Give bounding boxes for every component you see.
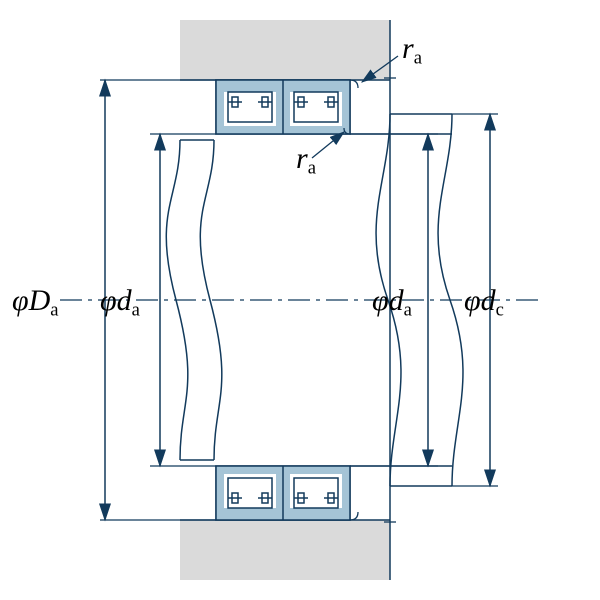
- dim-da-right-label: φda: [372, 284, 412, 322]
- ra-inner-label: ra: [296, 142, 316, 180]
- housing-bore: [180, 80, 390, 520]
- dim-da-left-label: φda: [100, 284, 140, 322]
- dim-dc-label: φdc: [464, 284, 504, 322]
- ra-outer-label: ra: [402, 32, 422, 70]
- section-bottom: [216, 466, 358, 520]
- section-top: [216, 80, 358, 134]
- dim-Da-label: φDa: [12, 284, 59, 322]
